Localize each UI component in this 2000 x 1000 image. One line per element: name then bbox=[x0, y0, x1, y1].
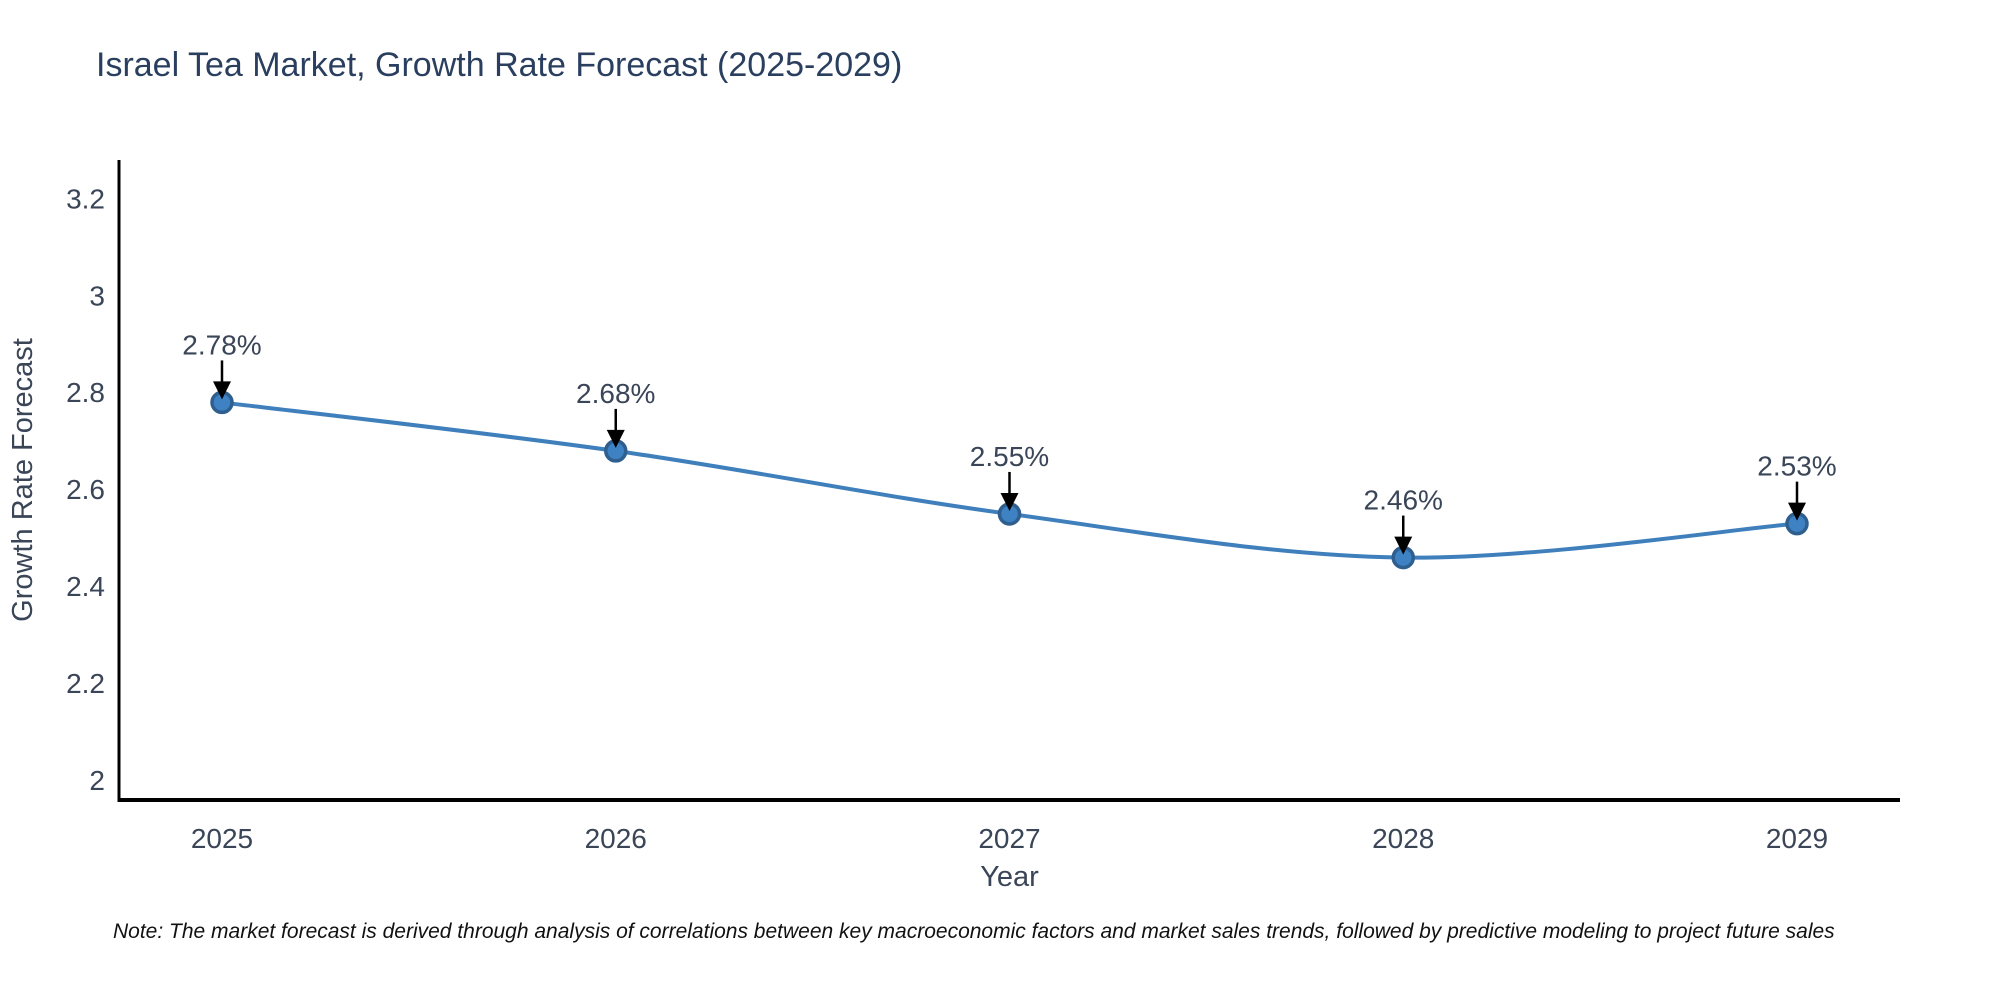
annotation-arrowhead-2028 bbox=[1394, 536, 1413, 555]
y-axis-title: Growth Rate Forecast bbox=[7, 338, 39, 622]
x-tick-label-2028: 2028 bbox=[1372, 823, 1434, 854]
y-tick-label-3.2: 3.2 bbox=[66, 183, 105, 214]
annotation-label-2027: 2.55% bbox=[970, 441, 1049, 472]
annotation-label-2026: 2.68% bbox=[576, 378, 655, 409]
annotation-arrowhead-2025 bbox=[213, 381, 231, 400]
annotation-arrowhead-2027 bbox=[1000, 492, 1019, 511]
annotation-arrowhead-2029 bbox=[1788, 502, 1806, 521]
x-tick-label-2025: 2025 bbox=[191, 823, 253, 854]
annotation-label-2029: 2.53% bbox=[1757, 451, 1836, 482]
annotation-label-2025: 2.78% bbox=[182, 329, 261, 360]
x-axis-title: Year bbox=[980, 861, 1039, 893]
y-tick-label-2.4: 2.4 bbox=[66, 571, 105, 602]
chart-title: Israel Tea Market, Growth Rate Forecast … bbox=[96, 46, 903, 84]
y-tick-label-3: 3 bbox=[89, 280, 105, 311]
annotation-arrowhead-2026 bbox=[606, 429, 625, 448]
x-tick-label-2027: 2027 bbox=[978, 823, 1040, 854]
annotation-label-2028: 2.46% bbox=[1364, 485, 1443, 516]
y-tick-label-2: 2 bbox=[89, 765, 105, 796]
y-tick-label-2.8: 2.8 bbox=[66, 377, 105, 408]
y-tick-label-2.6: 2.6 bbox=[66, 474, 105, 505]
x-tick-label-2029: 2029 bbox=[1766, 823, 1828, 854]
x-tick-label-2026: 2026 bbox=[585, 823, 647, 854]
y-tick-label-2.2: 2.2 bbox=[66, 668, 105, 699]
chart-footnote: Note: The market forecast is derived thr… bbox=[113, 920, 1835, 943]
